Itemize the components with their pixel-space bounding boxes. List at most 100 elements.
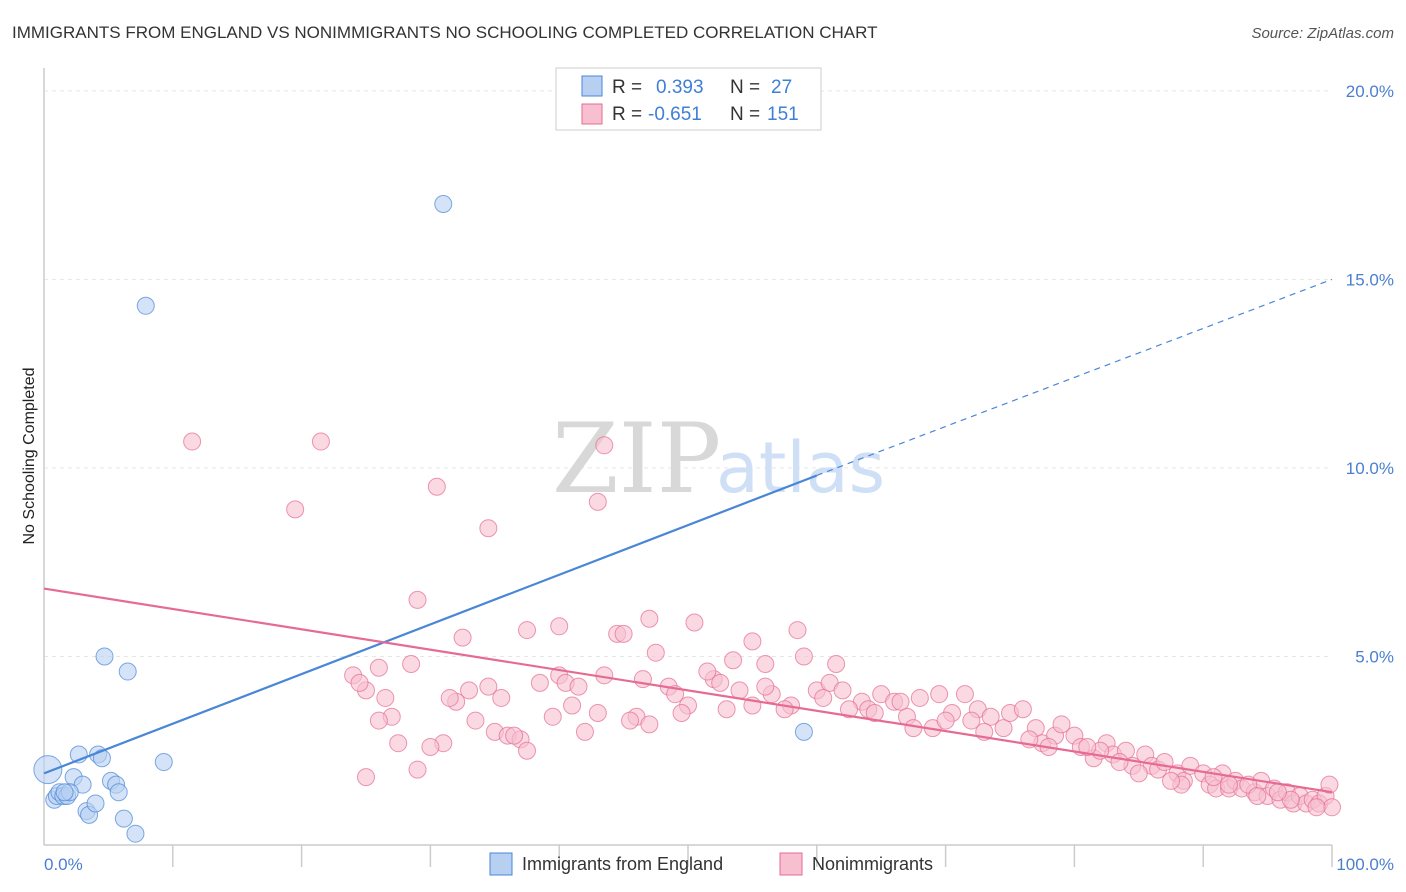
nonimmigrant-point (994, 719, 1013, 738)
chart-title: IMMIGRANTS FROM ENGLAND VS NONIMMIGRANTS… (12, 23, 878, 42)
nonimmigrant-point (717, 700, 736, 719)
y-tick-labels: 5.0% 10.0% 15.0% 20.0% (1346, 82, 1394, 667)
nonimmigrant-point (479, 519, 498, 538)
england-point (794, 722, 813, 741)
series-nonimmigrants-points (183, 432, 1341, 817)
nonimmigrant-point (543, 707, 562, 726)
england-point (92, 749, 111, 768)
y-tick-label: 5.0% (1355, 647, 1394, 666)
nonimmigrant-point (698, 662, 717, 681)
y-tick-label: 20.0% (1346, 82, 1394, 101)
nonimmigrant-point (183, 432, 202, 451)
nonimmigrant-point (794, 647, 813, 666)
nonimmigrant-point (505, 726, 524, 745)
nonimmigrant-point (833, 681, 852, 700)
england-point (154, 753, 173, 772)
watermark: ZIP atlas (552, 403, 885, 515)
nonimmigrant-point (827, 655, 846, 674)
nonimmigrant-point (672, 704, 691, 723)
legend-r-value-england: 0.393 (656, 77, 704, 98)
nonimmigrant-point (930, 685, 949, 704)
england-point (33, 755, 63, 785)
nonimmigrant-point (369, 658, 388, 677)
nonimmigrant-point (466, 711, 485, 730)
nonimmigrant-point (840, 700, 858, 719)
nonimmigrant-point (357, 768, 375, 787)
nonimmigrant-point (1013, 700, 1032, 719)
nonimmigrant-point (865, 704, 884, 723)
nonimmigrant-point (518, 741, 536, 760)
y-tick-label: 10.0% (1346, 459, 1394, 478)
x-tick-marks (172, 845, 1333, 867)
nonimmigrant-point (614, 624, 633, 643)
watermark-atlas: atlas (716, 427, 885, 509)
legend-r-label-england: R = (612, 77, 642, 98)
legend-n-label-nonimmigrants: N = (730, 104, 760, 125)
nonimmigrant-point (453, 628, 472, 647)
nonimmigrant-point (1110, 753, 1129, 772)
nonimmigrant-point (350, 673, 369, 692)
nonimmigrant-point (640, 715, 659, 734)
grid-lines (44, 90, 1332, 657)
nonimmigrant-point (1204, 768, 1223, 787)
england-point (434, 194, 453, 213)
nonimmigrant-point (286, 500, 305, 519)
nonimmigrant-point (492, 688, 511, 707)
trend-line-england-extension (816, 278, 1333, 477)
nonimmigrant-point (904, 719, 923, 738)
nonimmigrant-point (724, 651, 743, 670)
legend-n-value-england: 27 (771, 77, 792, 98)
nonimmigrant-point (1320, 775, 1339, 794)
nonimmigrant-point (962, 711, 981, 730)
series-england-points (33, 194, 813, 843)
trend-line-england (43, 474, 818, 775)
nonimmigrant-point (640, 609, 659, 628)
nonimmigrant-point (743, 632, 762, 651)
nonimmigrant-point (1162, 771, 1180, 790)
nonimmigrant-point (389, 734, 408, 753)
chart-source: Source: ZipAtlas.com (1251, 25, 1394, 42)
nonimmigrant-point (756, 677, 775, 696)
legend-r-value-nonimmigrants: -0.651 (648, 104, 702, 125)
nonimmigrant-point (479, 677, 498, 696)
england-point (126, 824, 145, 843)
bottom-legend-swatch-england (489, 852, 513, 876)
nonimmigrant-point (756, 655, 775, 674)
legend-r-label-nonimmigrants: R = (612, 104, 642, 125)
nonimmigrant-point (376, 688, 395, 707)
y-tick-label: 15.0% (1346, 270, 1394, 289)
x-tick-label-min: 0.0% (44, 855, 83, 874)
nonimmigrant-point (427, 477, 446, 496)
nonimmigrant-point (408, 590, 427, 609)
nonimmigrant-point (1307, 798, 1326, 817)
nonimmigrant-point (775, 700, 794, 719)
nonimmigrant-point (646, 643, 665, 662)
y-axis-label: No Schooling Completed (21, 368, 38, 545)
england-point (95, 647, 114, 666)
stats-legend: R = 0.393 N = 27 R = -0.651 N = 151 (555, 67, 822, 131)
nonimmigrant-point (814, 688, 833, 707)
trend-line-nonimmigrants (43, 587, 1333, 794)
nonimmigrant-point (1323, 798, 1341, 817)
nonimmigrant-point (588, 492, 607, 511)
england-point (86, 794, 105, 813)
legend-n-value-nonimmigrants: 151 (767, 104, 799, 125)
nonimmigrant-point (1248, 786, 1267, 805)
england-point (55, 783, 74, 802)
nonimmigrant-point (563, 696, 582, 715)
nonimmigrant-point (440, 688, 459, 707)
nonimmigrant-point (369, 711, 388, 730)
nonimmigrant-point (569, 677, 588, 696)
nonimmigrant-point (936, 711, 955, 730)
legend-swatch-england (581, 75, 603, 97)
bottom-legend-label-england: Immigrants from England (522, 854, 723, 874)
nonimmigrant-point (408, 760, 427, 779)
legend-swatch-nonimmigrants (581, 103, 603, 125)
nonimmigrant-point (1219, 775, 1238, 794)
nonimmigrant-point (421, 737, 440, 756)
nonimmigrant-point (550, 617, 569, 636)
england-point (109, 783, 128, 802)
nonimmigrant-point (711, 673, 730, 692)
nonimmigrant-point (685, 613, 704, 632)
watermark-zip: ZIP (552, 403, 721, 515)
